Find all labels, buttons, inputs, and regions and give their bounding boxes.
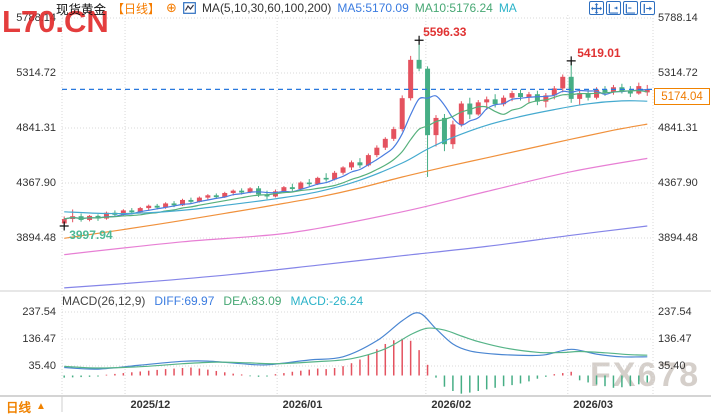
- price-axis-label-left: 4841.31: [16, 122, 56, 134]
- annotation-high-jan: 5596.33: [423, 25, 467, 40]
- price-axis-label-right: 3894.48: [658, 232, 698, 244]
- step-forward-icon[interactable]: [640, 1, 655, 15]
- chart-header: 现货黄金 【日线】 ⊕ MA(5,10,30,60,100,200) MA5:5…: [56, 0, 517, 17]
- ma-params-label: MA(5,10,30,60,100,200): [201, 1, 332, 15]
- price-axis-label-left: 5314.72: [16, 67, 56, 79]
- macd-axis-label-left: 136.47: [22, 333, 56, 346]
- period-tag[interactable]: 【日线】: [112, 1, 161, 16]
- chart-toolbar: [589, 1, 655, 15]
- macd-header: MACD(26,12,9) DIFF:69.97 DEA:83.09 MACD:…: [62, 294, 363, 308]
- macd-axis-label-left: 237.54: [22, 306, 56, 319]
- price-axis-label-left: 3894.48: [16, 232, 56, 244]
- macd-params-label: MACD(26,12,9): [62, 294, 146, 308]
- add-indicator-icon[interactable]: ⊕: [166, 0, 177, 15]
- macd-axis-label-right: 237.54: [658, 306, 692, 319]
- macd-axis-label-right: 35.40: [658, 360, 686, 373]
- price-axis-label-left: 5788.14: [16, 12, 56, 24]
- annotation-high-mar: 5419.01: [577, 45, 621, 60]
- period-arrow-icon: ▲: [36, 401, 46, 412]
- annotation-low-nov: 3997.94: [69, 227, 113, 242]
- price-axis-label-right: 4841.31: [658, 122, 698, 134]
- zoom-out-range-icon[interactable]: [623, 1, 638, 15]
- macd-axis-label-left: 35.40: [28, 360, 56, 373]
- x-axis-label: 2026/02: [431, 399, 472, 411]
- price-axis-label-right: 4367.90: [658, 177, 698, 189]
- chart-type-icon[interactable]: [183, 2, 196, 14]
- fx678-watermark: FX678: [590, 356, 701, 394]
- macd-diff-value: DIFF:69.97: [154, 294, 215, 308]
- ma10-value-label: MA10:5176.24: [414, 1, 493, 15]
- macd-hist-value: MACD:-26.24: [290, 294, 364, 308]
- ma-more-label: MA: [498, 1, 517, 15]
- x-axis-label: 2026/01: [282, 399, 323, 411]
- symbol-title: 现货黄金: [56, 2, 107, 17]
- price-axis-label-right: 5314.72: [658, 67, 698, 79]
- x-axis-label: 2025/12: [130, 399, 171, 411]
- macd-dea-value: DEA:83.09: [223, 294, 282, 308]
- site-watermark: L70.CN: [2, 4, 109, 39]
- ma5-value-label: MA5:5170.09: [337, 1, 409, 15]
- current-price-tag: 5174.04: [654, 88, 710, 105]
- pan-move-icon[interactable]: [589, 1, 604, 15]
- price-axis-label-left: 4367.90: [16, 177, 56, 189]
- period-selector[interactable]: 日线 ▲: [6, 397, 46, 415]
- macd-axis-label-right: 136.47: [658, 333, 692, 346]
- period-label: 日线: [6, 401, 32, 415]
- x-axis-label: 2026/03: [573, 399, 614, 411]
- zoom-in-range-icon[interactable]: [606, 1, 621, 15]
- price-axis-label-right: 5788.14: [658, 12, 698, 24]
